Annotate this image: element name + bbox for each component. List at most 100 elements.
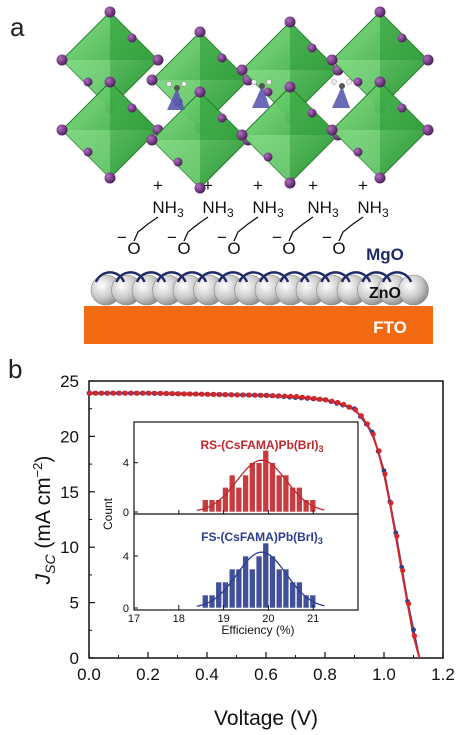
cation-atom <box>259 83 265 89</box>
iodide-atom <box>263 152 273 162</box>
oxygen-label: O <box>332 239 345 258</box>
rs-marker <box>400 567 406 574</box>
hydrogen-atom <box>331 79 337 85</box>
hydrogen-atom <box>266 79 272 85</box>
plus-charge: + <box>358 176 368 195</box>
rs-marker <box>276 393 282 399</box>
histogram-bar <box>262 450 270 513</box>
ammonium-label: NH3 <box>202 198 234 220</box>
inset-x-tick-label: 20 <box>262 613 274 625</box>
rs-marker <box>217 391 223 398</box>
iodide-atom <box>146 134 158 146</box>
histogram-bar <box>222 487 229 513</box>
iodide-atom <box>236 129 248 141</box>
iodide-atom <box>326 124 338 136</box>
panel-a: a +NH3−O+NH3−O+NH3−O+NH3−O+NH3−O FTO ZnO… <box>10 6 434 344</box>
iodide-atom <box>422 54 434 66</box>
perovskite-lattice <box>56 6 434 194</box>
iodide-atom <box>104 6 116 18</box>
x-tick-label: 1.2 <box>431 665 455 684</box>
rs-marker <box>358 413 364 419</box>
x-tick-label: 0.8 <box>313 665 337 684</box>
mgo-shell <box>197 271 228 283</box>
histogram-bar <box>302 594 310 609</box>
rs-marker <box>234 392 241 398</box>
rs-marker <box>252 392 258 398</box>
mgo-shell <box>258 271 290 283</box>
gaussian-fit <box>196 459 325 512</box>
inset-rs-histogram: 04 <box>123 450 325 519</box>
rs-marker <box>370 431 376 437</box>
organic-cation <box>332 86 350 108</box>
iodide-atom <box>263 87 273 97</box>
inset-x-tick-label: 19 <box>217 613 229 625</box>
iodide-atom <box>127 103 137 113</box>
rs-marker <box>122 390 128 396</box>
inset-rs-title: RS-(CsFAMA)Pb(BrI)3 <box>200 438 323 454</box>
histogram-bar <box>228 474 236 513</box>
jv-curves <box>86 390 421 659</box>
iodide-atom <box>374 76 386 88</box>
histogram-bar <box>208 594 216 609</box>
inset-x-tick-label: 21 <box>307 613 319 625</box>
rs-marker <box>146 390 152 396</box>
rs-marker <box>223 392 229 398</box>
x-tick-label: 1.0 <box>372 665 396 684</box>
rs-marker <box>347 404 353 410</box>
rs-marker <box>305 395 311 401</box>
ammonium-label: NH3 <box>307 198 339 220</box>
linker-molecules: +NH3−O+NH3−O+NH3−O+NH3−O+NH3−O <box>117 176 389 258</box>
ammonium-label: NH3 <box>357 198 389 220</box>
x-tick-label: 0.4 <box>195 665 219 684</box>
rs-marker <box>335 399 341 406</box>
iodide-atom <box>194 182 206 194</box>
rs-marker <box>205 391 211 397</box>
hydrogen-atom <box>166 81 172 87</box>
mgo-shell <box>94 271 126 283</box>
iodide-atom <box>374 6 386 18</box>
rs-marker <box>211 391 217 398</box>
minus-charge: − <box>117 228 127 247</box>
rs-marker <box>199 391 205 397</box>
rs-marker <box>99 390 105 396</box>
rs-marker <box>87 390 93 396</box>
histogram-bar <box>269 555 276 609</box>
y-tick-label: 25 <box>60 372 79 391</box>
zno-layer <box>90 274 429 306</box>
x-tick-label: 0.6 <box>254 665 278 684</box>
rs-marker <box>170 391 176 397</box>
hydrogen-atom <box>346 79 352 85</box>
rs-marker <box>311 395 317 402</box>
rs-marker <box>111 390 117 396</box>
histogram-bar <box>255 555 263 609</box>
rs-marker <box>382 471 388 477</box>
oxygen-label: O <box>127 239 140 258</box>
rs-marker <box>388 500 394 506</box>
alkyl-chain <box>288 216 314 242</box>
zno-particle <box>398 274 429 306</box>
rs-marker <box>229 392 235 398</box>
hydrogen-atom <box>181 81 187 87</box>
fs-marker <box>411 627 416 633</box>
x-axis-title: Voltage (V) <box>214 707 318 730</box>
rs-marker <box>240 392 246 398</box>
inset-y-tick-label: 0 <box>123 507 129 519</box>
plus-charge: + <box>253 176 263 195</box>
iodide-atom <box>284 81 296 93</box>
organic-cation <box>252 86 270 108</box>
y-tick-label: 10 <box>60 538 79 557</box>
mgo-shell <box>340 271 372 283</box>
rs-marker <box>93 390 99 396</box>
inset-y-label: Count <box>101 497 115 530</box>
iodide-atom <box>146 74 158 86</box>
rs-marker <box>175 391 182 397</box>
rs-marker <box>193 391 199 397</box>
plus-charge: + <box>153 176 163 195</box>
panel-b-letter: b <box>8 354 22 384</box>
mgo-shell <box>381 271 413 283</box>
plus-charge: + <box>203 176 213 195</box>
oxygen-label: O <box>282 239 295 258</box>
rs-marker <box>293 393 300 400</box>
iodide-atom <box>236 64 248 76</box>
y-tick-label: 0 <box>70 649 79 668</box>
